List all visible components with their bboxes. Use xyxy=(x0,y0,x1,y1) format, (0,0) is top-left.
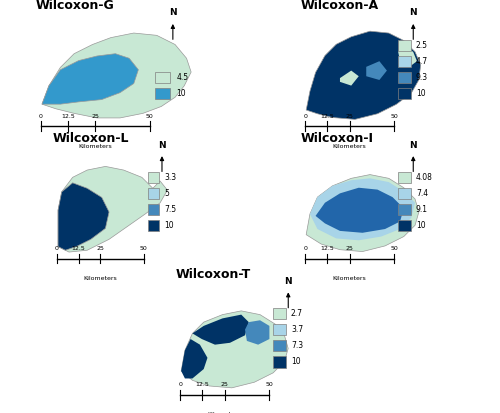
Text: 4.08: 4.08 xyxy=(416,173,433,182)
Text: 0: 0 xyxy=(178,382,182,387)
Bar xyxy=(148,188,160,199)
Polygon shape xyxy=(181,339,208,378)
Text: N: N xyxy=(410,8,417,17)
Bar xyxy=(274,308,285,319)
Text: 25: 25 xyxy=(92,114,99,119)
Text: 25: 25 xyxy=(346,114,354,119)
Text: 12.5: 12.5 xyxy=(320,114,334,119)
Text: 50: 50 xyxy=(146,114,154,119)
Text: Wilcoxon-G: Wilcoxon-G xyxy=(36,0,115,12)
Polygon shape xyxy=(306,31,420,119)
Polygon shape xyxy=(316,188,404,233)
Text: 4.5: 4.5 xyxy=(176,73,188,82)
Bar xyxy=(274,356,285,368)
Polygon shape xyxy=(340,71,358,85)
Bar xyxy=(398,172,410,183)
Polygon shape xyxy=(366,61,387,80)
Text: 0: 0 xyxy=(55,246,59,251)
Bar xyxy=(274,340,285,351)
Bar xyxy=(398,88,410,99)
Bar xyxy=(274,324,285,335)
Polygon shape xyxy=(181,311,288,388)
Text: Wilcoxon-I: Wilcoxon-I xyxy=(301,132,374,145)
Text: Kilometers: Kilometers xyxy=(333,144,366,149)
Polygon shape xyxy=(306,175,419,252)
Text: 10: 10 xyxy=(291,358,300,366)
Text: 50: 50 xyxy=(390,246,398,251)
Bar xyxy=(148,172,160,183)
Text: 7.3: 7.3 xyxy=(291,342,303,350)
Text: 0: 0 xyxy=(303,246,307,251)
Polygon shape xyxy=(58,166,168,252)
Text: 10: 10 xyxy=(416,221,426,230)
Text: 3.3: 3.3 xyxy=(164,173,176,182)
Text: 4.7: 4.7 xyxy=(416,57,428,66)
Text: 3.7: 3.7 xyxy=(291,325,303,334)
Polygon shape xyxy=(310,178,415,240)
Text: N: N xyxy=(410,140,417,150)
Text: 25: 25 xyxy=(96,246,104,251)
Text: 10: 10 xyxy=(164,221,174,230)
Bar xyxy=(148,204,160,215)
Text: 5: 5 xyxy=(164,189,170,198)
Text: 12.5: 12.5 xyxy=(61,114,75,119)
Text: 25: 25 xyxy=(221,382,228,387)
Text: Kilometers: Kilometers xyxy=(333,276,366,281)
Text: 12.5: 12.5 xyxy=(72,246,86,251)
Polygon shape xyxy=(245,320,270,345)
Bar xyxy=(398,72,410,83)
Bar xyxy=(398,40,410,51)
Text: N: N xyxy=(158,140,166,150)
Polygon shape xyxy=(192,315,249,345)
Bar xyxy=(154,72,170,83)
Bar xyxy=(398,56,410,67)
Bar xyxy=(154,88,170,99)
Text: 2.7: 2.7 xyxy=(291,309,303,318)
Text: 2.5: 2.5 xyxy=(416,41,428,50)
Text: Wilcoxon-A: Wilcoxon-A xyxy=(301,0,379,12)
Text: Wilcoxon-L: Wilcoxon-L xyxy=(53,132,130,145)
Text: 7.5: 7.5 xyxy=(164,205,176,214)
Text: Kilometers: Kilometers xyxy=(208,412,242,413)
Text: 12.5: 12.5 xyxy=(320,246,334,251)
Text: N: N xyxy=(169,8,176,17)
Text: 7.4: 7.4 xyxy=(416,189,428,198)
Text: 0: 0 xyxy=(303,114,307,119)
Bar xyxy=(148,220,160,231)
Text: Wilcoxon-T: Wilcoxon-T xyxy=(176,268,252,281)
Polygon shape xyxy=(398,46,417,67)
Text: 9.3: 9.3 xyxy=(416,73,428,82)
Polygon shape xyxy=(42,33,191,118)
Bar xyxy=(398,188,410,199)
Text: 12.5: 12.5 xyxy=(196,382,209,387)
Text: 50: 50 xyxy=(266,382,273,387)
Polygon shape xyxy=(42,54,138,104)
Text: 25: 25 xyxy=(346,246,354,251)
Text: N: N xyxy=(284,277,292,286)
Bar xyxy=(398,204,410,215)
Text: 50: 50 xyxy=(140,246,147,251)
Text: Kilometers: Kilometers xyxy=(78,144,112,149)
Text: 50: 50 xyxy=(390,114,398,119)
Text: 10: 10 xyxy=(416,89,426,98)
Text: 10: 10 xyxy=(176,89,186,98)
Text: Kilometers: Kilometers xyxy=(84,276,117,281)
Polygon shape xyxy=(58,183,109,250)
Text: 0: 0 xyxy=(39,114,42,119)
Text: 9.1: 9.1 xyxy=(416,205,428,214)
Bar xyxy=(398,220,410,231)
